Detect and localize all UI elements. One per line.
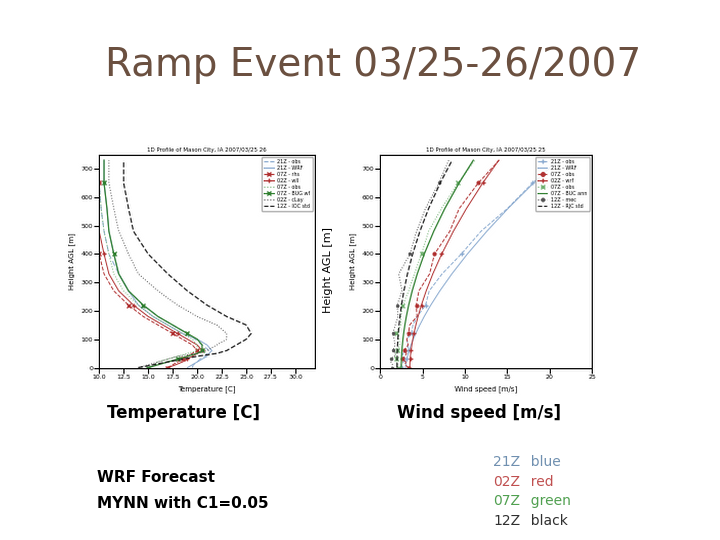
Text: Temperature [C]: Temperature [C] bbox=[107, 404, 260, 422]
Text: Wind speed [m/s]: Wind speed [m/s] bbox=[397, 404, 561, 422]
Text: WRF Forecast: WRF Forecast bbox=[97, 470, 215, 485]
Text: blue: blue bbox=[522, 455, 561, 469]
Text: black: black bbox=[522, 514, 568, 528]
Text: green: green bbox=[522, 494, 571, 508]
Text: 07Z: 07Z bbox=[493, 494, 521, 508]
Text: 21Z: 21Z bbox=[493, 455, 521, 469]
Text: MYNN with C1=0.05: MYNN with C1=0.05 bbox=[97, 496, 269, 511]
Text: Ramp Event 03/25-26/2007: Ramp Event 03/25-26/2007 bbox=[105, 46, 642, 84]
Text: 02Z: 02Z bbox=[493, 475, 521, 489]
Text: 12Z: 12Z bbox=[493, 514, 521, 528]
Text: red: red bbox=[522, 475, 554, 489]
Text: Height AGL [m]: Height AGL [m] bbox=[323, 227, 333, 313]
